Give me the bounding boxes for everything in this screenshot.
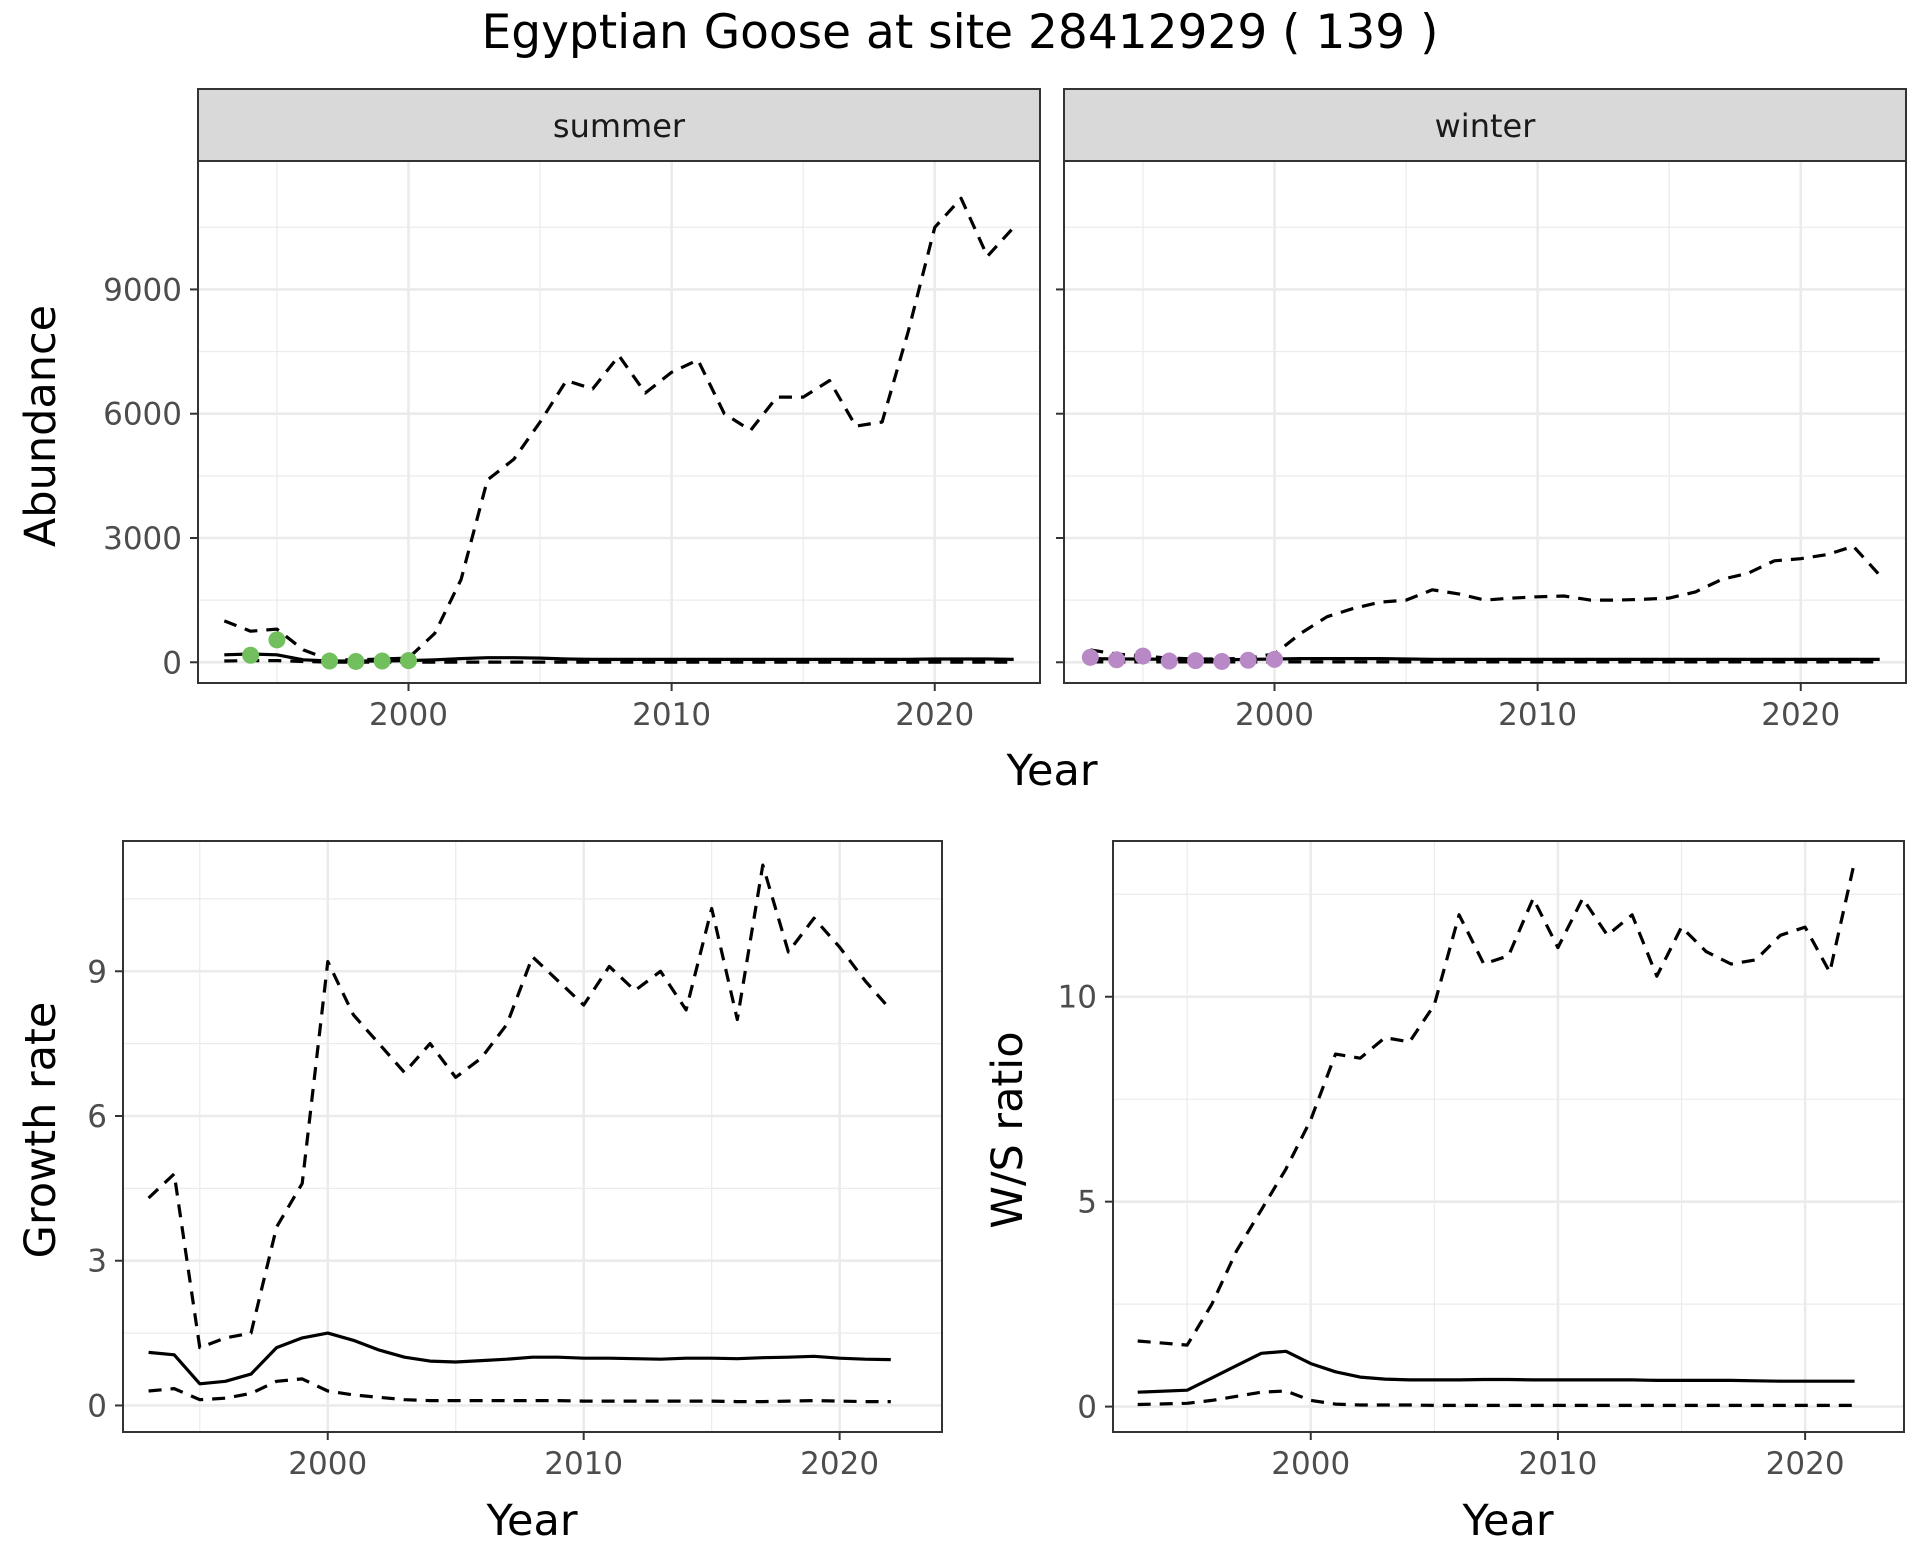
ylabel-abundance: Abundance: [16, 305, 66, 547]
xlabel-abundance: Year: [1005, 746, 1097, 796]
y-tick-label: 9000: [103, 272, 182, 308]
observed-point: [1160, 652, 1178, 670]
panel-border: [122, 840, 943, 1433]
observed-point: [1239, 651, 1257, 669]
observed-point: [321, 652, 339, 670]
x-tick-label: 2000: [288, 1446, 367, 1482]
observed-point: [1187, 652, 1205, 670]
y-tick-label: 6000: [103, 397, 182, 433]
x-tick-label: 2010: [632, 697, 711, 733]
strip-winter: [1063, 88, 1907, 162]
observed-point: [1266, 650, 1283, 668]
strip-label-winter: winter: [1435, 107, 1537, 145]
plot-area: [1113, 841, 1904, 1432]
plot-abundance-winter: 2000 2010 2020: [1056, 160, 1907, 733]
ylabel-ws-ratio: W/S ratio: [983, 1031, 1033, 1228]
y-tick-label: 0: [162, 645, 182, 681]
plot-area: [123, 841, 942, 1432]
x-tick-label: 2020: [895, 697, 974, 733]
x-tick-label: 2020: [1766, 1446, 1845, 1482]
observed-point: [373, 652, 391, 670]
strip-label-summer: summer: [553, 107, 686, 145]
panel-abundance-summer: summer 2000 2010 2020 0 3000 6000 9000 Abundan…: [16, 88, 1041, 733]
y-tick-label: 9: [87, 954, 107, 990]
series-estimate-line: [148, 1331, 891, 1386]
x-tick-label: 2000: [1235, 697, 1314, 733]
xlabel-ws-ratio: Year: [1461, 1496, 1553, 1546]
y-tick-label: 0: [87, 1388, 107, 1424]
series-lower-line: [148, 1377, 891, 1404]
observed-point: [242, 646, 260, 664]
observed-point: [1213, 652, 1231, 670]
y-tick-label: 3: [87, 1244, 107, 1280]
observed-point: [1108, 651, 1126, 669]
observed-point: [1134, 647, 1152, 665]
panel-growth-rate: 2000 2010 2020 0 3 6 9 Growth rate Year: [16, 840, 943, 1546]
y-tick-label: 10: [1058, 980, 1097, 1016]
panel-border: [197, 160, 1041, 684]
ylabel-growth-rate: Growth rate: [16, 1002, 66, 1259]
y-tick-label: 3000: [103, 521, 182, 557]
xlabel-growth-rate: Year: [485, 1496, 577, 1546]
x-tick-label: 2010: [1518, 1446, 1597, 1482]
panel-abundance-winter: winter 2000 2010 2020: [1056, 88, 1907, 733]
x-tick-label: 2010: [544, 1446, 623, 1482]
x-tick-label: 2010: [1498, 697, 1577, 733]
plot-ws-ratio: 2000 2010 2020 0 5 10: [1058, 840, 1905, 1482]
x-tick-label: 2020: [1761, 697, 1840, 733]
strip-summer: [197, 88, 1041, 162]
plot-area: [198, 161, 1040, 683]
observed-point: [1081, 648, 1099, 666]
observed-point: [400, 652, 417, 670]
series-upper-line: [147, 863, 892, 1350]
x-tick-label: 2000: [369, 697, 448, 733]
plot-area: [1064, 161, 1906, 683]
plot-growth-rate: 2000 2010 2020 0 3 6 9: [87, 840, 943, 1482]
y-tick-label: 6: [87, 1099, 107, 1135]
figure-title: Egyptian Goose at site 28412929 ( 139 ): [482, 5, 1439, 60]
series-lower-line: [1137, 1389, 1855, 1408]
y-tick-label: 5: [1077, 1185, 1097, 1221]
panel-ws-ratio: 2000 2010 2020 0 5 10 W/S ratio Year: [983, 840, 1905, 1546]
y-tick-label: 0: [1077, 1390, 1097, 1426]
observed-point: [268, 631, 286, 649]
observed-point: [347, 652, 365, 670]
panel-border: [1112, 840, 1905, 1433]
plot-abundance-summer: 2000 2010 2020 0 3000 6000 9000: [103, 160, 1041, 733]
series-estimate-line: [1137, 1349, 1855, 1394]
panel-border: [1063, 160, 1907, 684]
x-tick-label: 2000: [1271, 1446, 1350, 1482]
x-tick-label: 2020: [800, 1446, 879, 1482]
